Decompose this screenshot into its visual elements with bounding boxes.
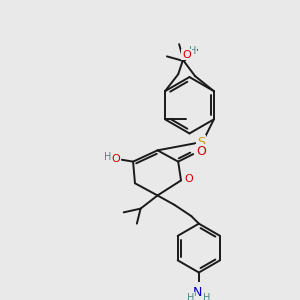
Text: N: N xyxy=(193,286,203,299)
Text: S: S xyxy=(197,136,205,149)
Text: H: H xyxy=(104,152,111,162)
Text: H: H xyxy=(187,293,194,300)
Text: O: O xyxy=(112,154,121,164)
Text: O: O xyxy=(196,145,206,158)
Text: H: H xyxy=(189,46,196,56)
Text: O: O xyxy=(184,175,193,184)
Text: S: S xyxy=(197,136,205,149)
Text: H: H xyxy=(203,293,210,300)
Text: O: O xyxy=(182,50,191,59)
